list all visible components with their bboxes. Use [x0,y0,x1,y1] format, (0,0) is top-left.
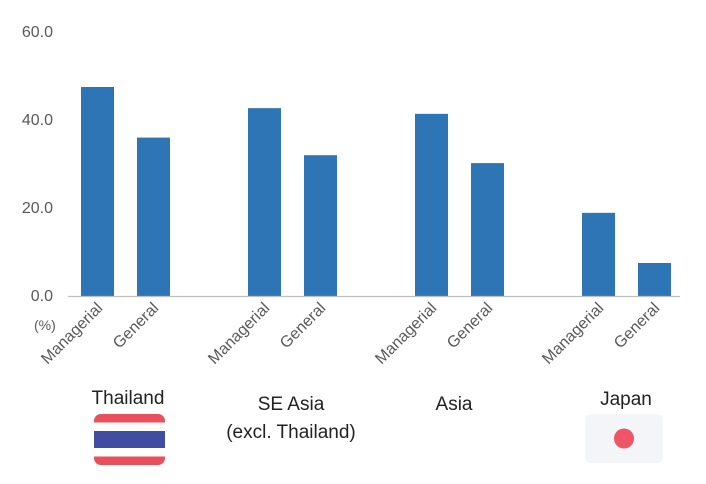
y-tick-label: 40.0 [22,112,53,129]
y-axis-ticks: 0.0 20.0 40.0 60.0 [22,24,53,305]
bar-general [137,137,170,296]
x-tick-label: Managerial [372,300,440,368]
y-tick-label: 0.0 [31,288,53,305]
bar-managerial [81,87,114,296]
x-tick-label: General [110,300,162,352]
japan-flag [585,414,663,463]
group-label-asia: Asia [435,394,473,415]
x-tick-label: Managerial [539,300,607,368]
bar-general [638,263,671,296]
group-label-se-asia: SE Asia (excl. Thailand) [226,394,356,443]
bar-general [304,155,337,296]
group-label-japan: Japan [600,389,652,410]
bar-managerial [582,212,615,296]
group-label-thailand: Thailand [91,388,165,409]
bar-general [471,163,504,296]
x-tick-label: General [611,300,663,352]
x-tick-label: General [444,300,496,352]
y-unit-label: (%) [34,317,56,333]
bar-managerial [415,113,448,296]
x-tick-label: Managerial [205,300,273,368]
thailand-flag [94,414,165,465]
y-tick-label: 20.0 [22,200,53,217]
y-tick-label: 60.0 [22,24,53,41]
x-tick-label: General [277,300,329,352]
x-tick-label: Managerial [38,300,106,368]
bars [81,87,671,297]
bar-managerial [248,108,281,297]
category-labels: Managerial General Managerial General Manage… [38,300,663,368]
